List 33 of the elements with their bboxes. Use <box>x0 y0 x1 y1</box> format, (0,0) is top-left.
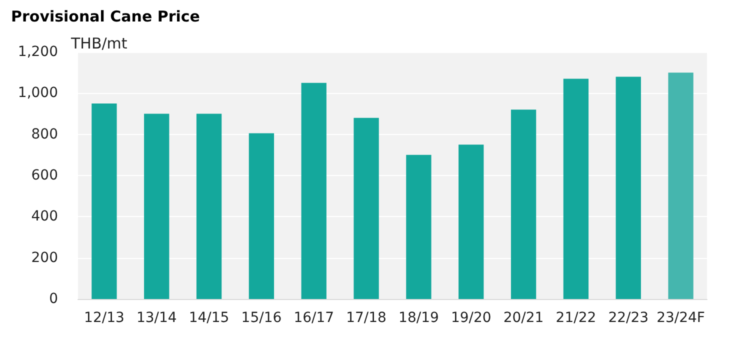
x-tick-label: 12/13 <box>84 310 124 326</box>
bar <box>616 76 641 299</box>
x-tick-label: 19/20 <box>450 310 492 326</box>
bar <box>144 114 170 299</box>
x-tick-label: 17/18 <box>346 310 386 326</box>
x-tick-label: 23/24F <box>656 310 705 326</box>
chart-title: Provisional Cane Price <box>11 8 200 26</box>
x-tick-label: 16/17 <box>294 310 334 326</box>
y-tick-label: 200 <box>31 250 58 266</box>
x-tick-label: 15/16 <box>241 310 282 326</box>
x-tick-label: 20/21 <box>503 310 544 326</box>
bar <box>248 133 274 299</box>
bar <box>354 118 379 299</box>
y-tick-label: 1,200 <box>18 44 58 60</box>
y-tick-label: 600 <box>31 168 58 184</box>
x-tick-label: 21/22 <box>556 310 596 326</box>
x-tick-label: 13/14 <box>136 310 177 326</box>
y-tick-label: 1,000 <box>18 85 58 102</box>
x-tick-label: 18/19 <box>398 310 439 326</box>
bar <box>458 144 484 299</box>
bar <box>301 82 326 299</box>
bar <box>196 114 222 299</box>
y-tick-label: 0 <box>49 291 58 307</box>
bar <box>92 103 117 299</box>
x-tick-label: 14/15 <box>188 310 230 326</box>
y-tick-label: 800 <box>31 126 58 142</box>
x-tick-label: 22/23 <box>608 310 649 326</box>
bar <box>668 72 694 299</box>
bar <box>510 110 536 299</box>
bar <box>563 78 589 299</box>
y-tick-label: 400 <box>31 208 58 225</box>
bar <box>406 154 432 299</box>
y-axis-title: THB/mt <box>70 34 128 52</box>
